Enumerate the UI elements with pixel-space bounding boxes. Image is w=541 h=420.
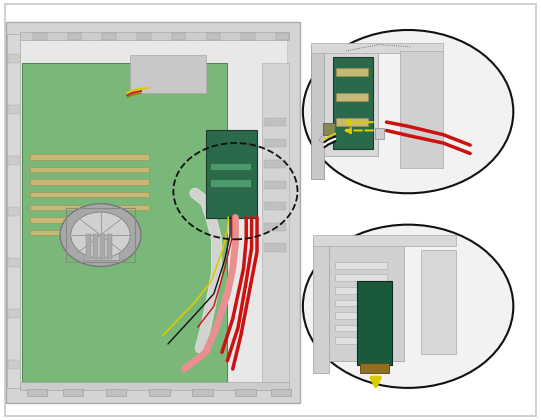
Bar xyxy=(335,299,386,306)
Bar xyxy=(22,63,227,382)
Bar xyxy=(137,33,150,39)
Bar xyxy=(172,33,186,39)
Bar xyxy=(8,309,18,318)
Bar xyxy=(130,55,206,93)
Bar xyxy=(210,179,250,187)
Bar xyxy=(337,68,368,76)
Bar xyxy=(8,156,18,165)
Circle shape xyxy=(303,30,513,193)
Bar xyxy=(335,312,386,319)
Bar xyxy=(311,45,325,178)
Bar xyxy=(27,389,47,396)
Bar xyxy=(264,181,286,189)
Bar xyxy=(264,118,286,126)
Bar xyxy=(400,51,443,168)
Bar xyxy=(313,239,329,373)
Bar xyxy=(375,129,384,139)
Bar xyxy=(206,131,257,218)
Bar xyxy=(30,167,149,172)
Bar xyxy=(149,389,169,396)
Circle shape xyxy=(71,212,130,258)
Bar xyxy=(360,363,389,373)
Bar xyxy=(262,63,289,382)
Bar xyxy=(63,389,83,396)
Bar xyxy=(30,192,149,197)
Bar xyxy=(106,389,127,396)
Bar xyxy=(335,274,386,281)
Bar xyxy=(8,105,18,114)
Bar xyxy=(313,235,456,246)
Bar xyxy=(30,230,106,235)
Bar xyxy=(107,234,112,259)
Bar xyxy=(6,21,300,402)
Bar xyxy=(324,123,335,135)
Bar xyxy=(30,179,149,185)
Bar xyxy=(19,382,289,390)
Circle shape xyxy=(60,204,141,267)
Bar xyxy=(207,33,220,39)
Bar xyxy=(337,118,368,126)
Bar xyxy=(100,234,105,259)
Bar xyxy=(276,33,289,39)
Bar xyxy=(8,360,18,369)
Bar xyxy=(102,33,116,39)
Bar xyxy=(333,57,373,149)
Bar xyxy=(264,244,286,252)
Bar xyxy=(264,160,286,168)
Bar xyxy=(192,389,213,396)
Circle shape xyxy=(303,225,513,388)
Bar xyxy=(420,250,456,354)
Bar xyxy=(357,281,392,365)
Bar xyxy=(311,42,443,53)
Bar xyxy=(264,202,286,210)
Bar xyxy=(335,262,386,269)
Bar xyxy=(337,93,368,101)
Bar xyxy=(335,325,386,331)
Bar xyxy=(264,223,286,231)
Bar xyxy=(93,234,98,259)
Bar xyxy=(66,208,135,262)
Bar xyxy=(335,337,386,344)
Bar xyxy=(30,217,106,223)
Bar xyxy=(325,47,378,155)
Bar xyxy=(30,205,149,210)
Bar xyxy=(329,244,404,361)
Bar xyxy=(210,163,250,170)
Bar xyxy=(241,33,255,39)
Bar xyxy=(19,38,287,390)
Bar xyxy=(264,139,286,147)
Bar xyxy=(30,154,149,160)
Bar xyxy=(84,233,120,260)
Bar xyxy=(270,389,291,396)
Bar xyxy=(8,54,18,63)
Bar xyxy=(33,33,47,39)
Bar xyxy=(8,258,18,267)
Bar xyxy=(235,389,256,396)
Bar xyxy=(335,287,386,294)
Bar xyxy=(8,207,18,216)
Bar xyxy=(7,34,20,388)
Bar xyxy=(68,33,81,39)
Bar xyxy=(19,32,289,40)
Bar xyxy=(86,234,91,259)
